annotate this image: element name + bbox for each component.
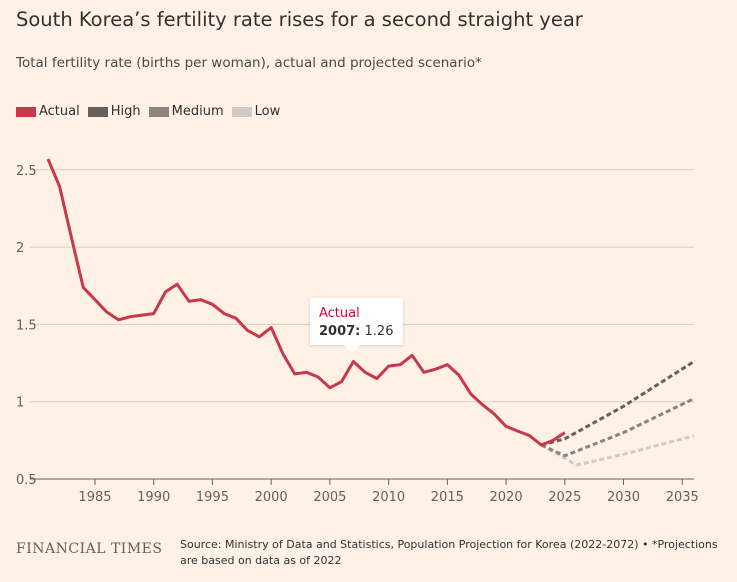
legend-item-medium[interactable]: Medium [148,104,224,119]
legend-swatch-high [87,106,108,117]
tooltip-value: 1.26 [364,324,394,339]
y-tick-label: 2.5 [16,164,37,179]
tooltip-series: Actual [319,306,360,321]
legend-label: Low [254,104,281,119]
legend-swatch-actual [16,106,36,117]
legend-label: Medium [171,104,224,119]
x-tick-label: 2000 [255,490,288,505]
x-tick-label: 2020 [490,490,523,505]
x-tick-label: 2010 [372,490,405,505]
y-tick-label: 2 [16,241,24,256]
series-line-medium [540,397,695,458]
y-tick-label: 0.5 [16,473,37,488]
series-line-actual [46,158,566,447]
chart-subtitle: Total fertility rate (births per woman),… [16,55,482,71]
series-line-low [540,434,695,467]
tooltip: Actual 2007: 1.26 [310,298,404,353]
tooltip-year: 2007: [319,324,361,339]
x-tick-label: 2005 [313,490,346,505]
x-tick-label: 1995 [196,490,229,505]
ft-logo: FINANCIAL TIMES [16,541,163,557]
y-tick-label: 1.5 [16,318,37,333]
legend-swatch-medium [148,106,169,117]
chart-title: South Korea’s fertility rate rises for a… [16,8,583,31]
legend-label: High [110,104,141,119]
x-tick-label: 2025 [548,490,581,505]
y-tick-label: 1 [16,396,24,411]
legend-swatch-low [231,106,252,117]
source-note: Source: Ministry of Data and Statistics,… [180,538,718,567]
x-tick-label: 2035 [666,490,699,505]
x-tick-label: 2030 [607,490,640,505]
legend-item-high[interactable]: High [87,104,141,119]
x-tick-label: 1990 [137,490,170,505]
chart-plot: 0.5 1 1.5 2 2.5 1985 1990 1995 2000 2005 2010 2015 2… [16,158,699,505]
x-tick-label: 2015 [431,490,464,505]
legend-label: Actual [39,104,80,119]
legend-item-actual[interactable]: Actual [16,104,80,119]
x-tick-label: 1985 [78,490,111,505]
legend-item-low[interactable]: Low [231,104,281,119]
legend: Actual High Medium Low [16,104,280,119]
